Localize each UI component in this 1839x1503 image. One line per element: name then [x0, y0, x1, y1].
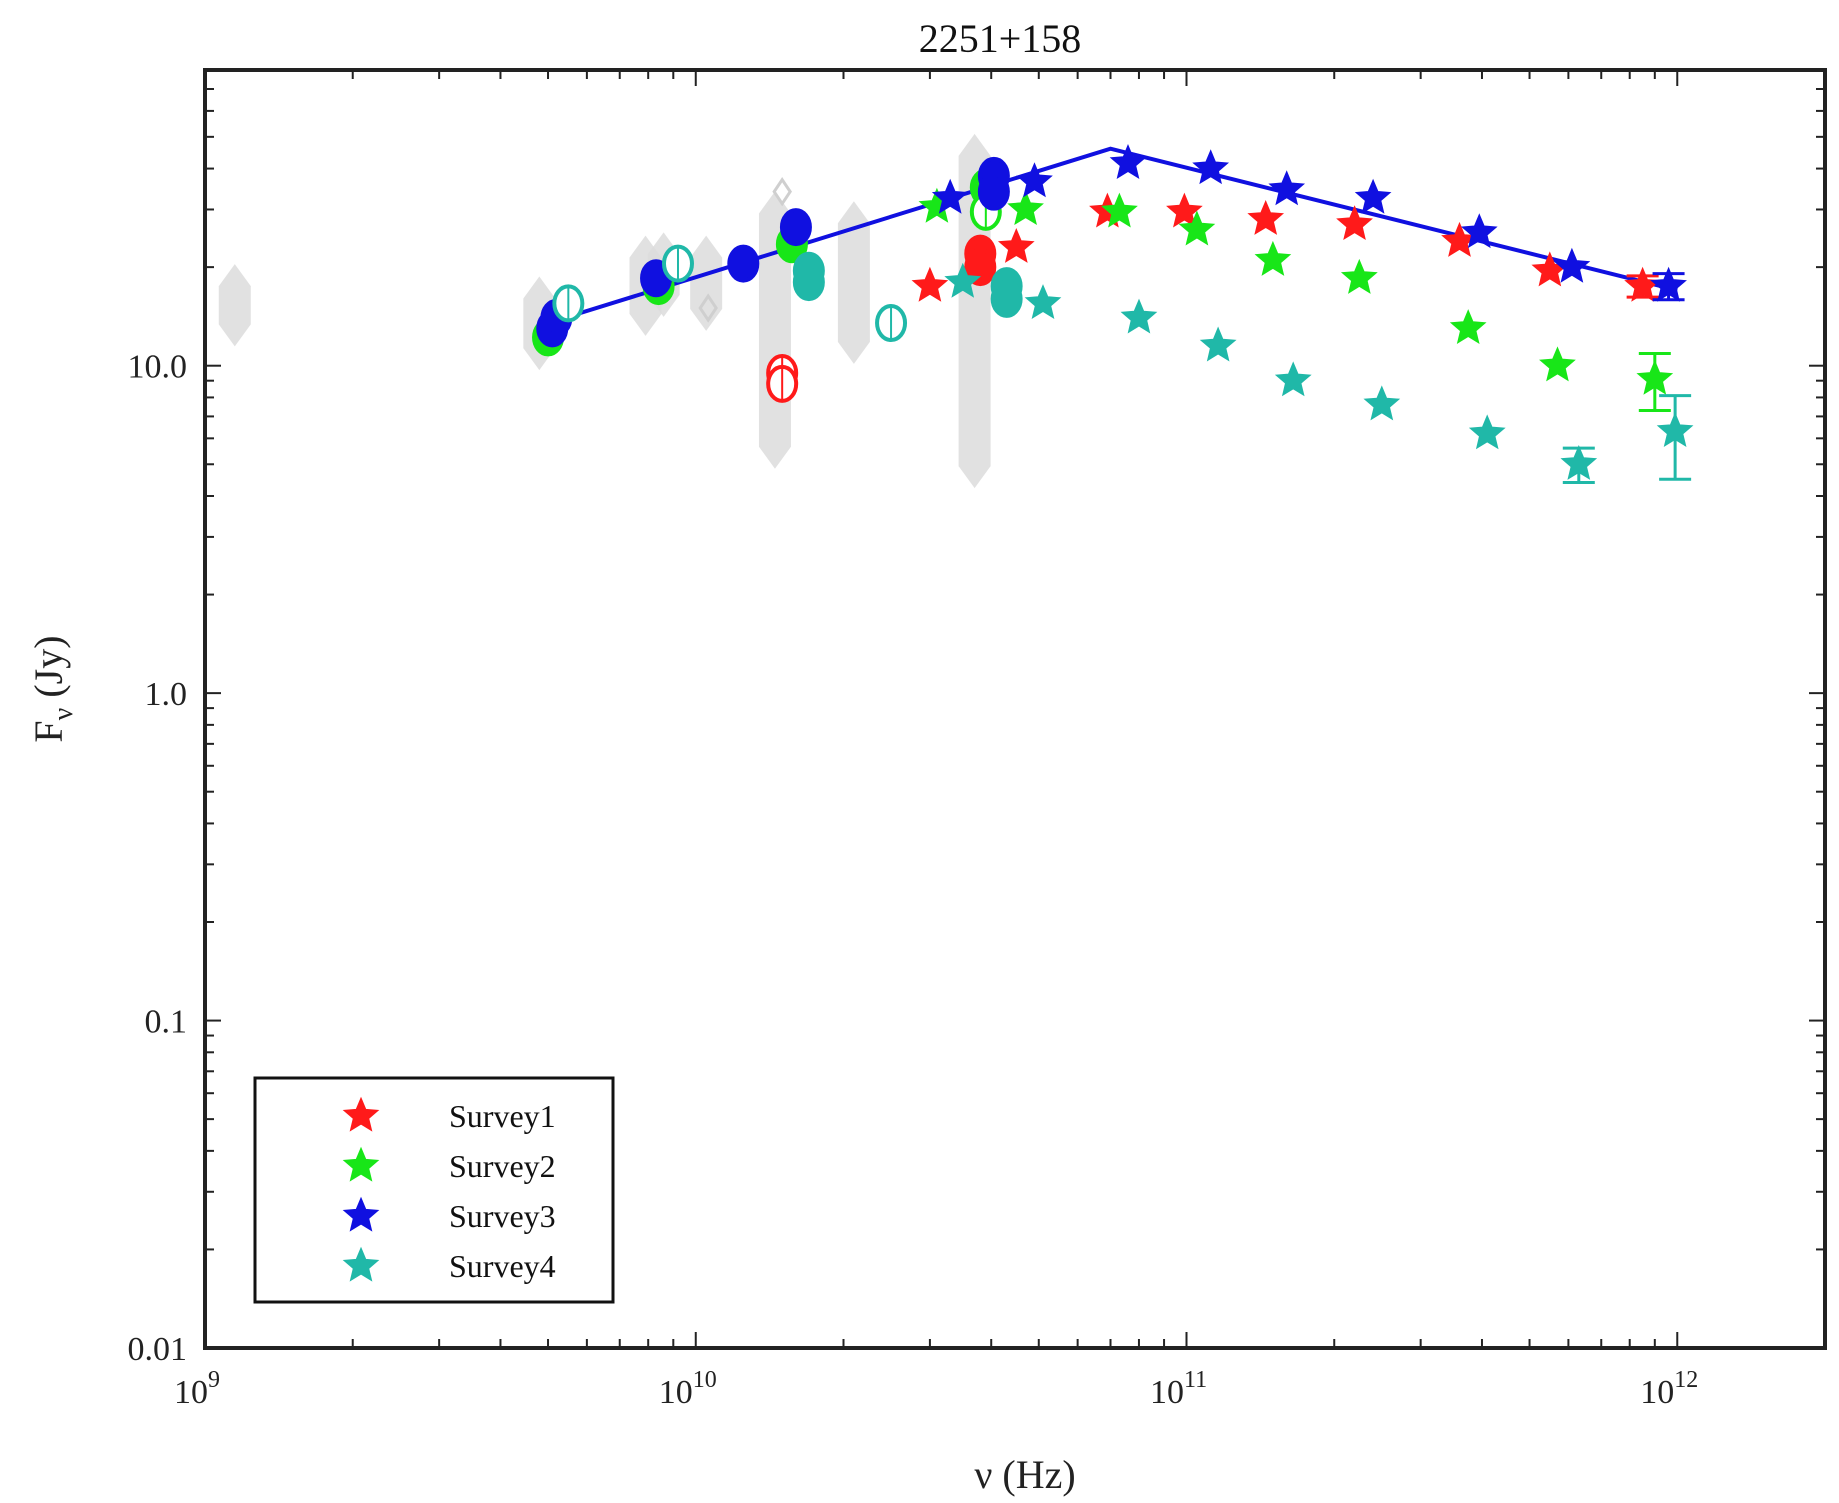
- archival-diamond: [698, 293, 718, 323]
- data-point-star-survey2: [1636, 359, 1674, 395]
- data-point-circle-survey4: [990, 279, 1023, 318]
- legend: Survey1 Survey2 Survey3 Survey4: [253, 1076, 615, 1304]
- legend-star-icon: [342, 1246, 380, 1282]
- y-tick-label: 1.0: [145, 676, 188, 713]
- archival-range-band: [837, 201, 870, 364]
- y-axis-title-main: F: [26, 720, 71, 742]
- data-point-circle-survey3: [977, 172, 1010, 211]
- data-point-star-survey3: [1109, 143, 1147, 179]
- data-point-star-survey2: [1340, 258, 1378, 294]
- data-point-star-survey2: [1101, 192, 1138, 228]
- y-axis-title-sub: ν: [48, 708, 79, 721]
- data-point-star-survey4: [1468, 414, 1506, 450]
- x-tick-labels: 109 1010 1011 1012: [174, 1367, 1698, 1411]
- y-tick-label: 0.01: [128, 1331, 188, 1368]
- data-point-star-survey1: [911, 266, 949, 302]
- x-tick-label: 1012: [1640, 1367, 1698, 1411]
- legend-star-icon: [342, 1096, 380, 1132]
- data-point-star-survey1: [1247, 200, 1285, 235]
- data-point-star-survey4: [1199, 326, 1237, 362]
- x-axis-title: ν (Hz): [974, 1452, 1075, 1497]
- archival-diamond: [772, 176, 792, 207]
- legend-star-icon: [342, 1196, 380, 1232]
- data-point-star-survey3: [1192, 149, 1230, 185]
- y-tick-labels: 0.01 0.1 1.0 10.0: [128, 349, 188, 1368]
- data-point-star-survey2: [1007, 190, 1044, 226]
- data-point-star-survey1: [997, 227, 1035, 263]
- data-point-star-survey3: [1650, 266, 1687, 302]
- data-point-star-survey2: [1254, 240, 1292, 276]
- legend-label: Survey4: [449, 1248, 556, 1284]
- plot-frame: [203, 68, 1827, 1350]
- legend-label: Survey1: [449, 1098, 556, 1134]
- data-point-star-survey3: [1268, 170, 1306, 206]
- data-point-star-survey3: [1016, 162, 1053, 198]
- data-point-star-survey4: [1120, 298, 1158, 334]
- legend-star-icon: [342, 1146, 380, 1182]
- data-point-circle-survey3: [779, 208, 812, 247]
- data-point-star-survey1: [1166, 192, 1203, 228]
- data-point-star-survey4: [1560, 445, 1598, 480]
- data-point-star-survey4: [1274, 361, 1312, 397]
- legend-label: Survey2: [449, 1148, 556, 1184]
- x-tick-label: 1011: [1150, 1367, 1207, 1411]
- y-tick-label: 0.1: [145, 1004, 188, 1041]
- data-point-star-survey3: [1354, 178, 1392, 214]
- data-point-star-survey2: [1178, 210, 1216, 246]
- chart-title: 2251+158: [919, 16, 1082, 61]
- legend-label: Survey3: [449, 1198, 556, 1234]
- data-point-star-survey3: [1460, 213, 1498, 249]
- data-point-star-survey4: [944, 262, 982, 298]
- archival-bands: [218, 133, 991, 489]
- y-tick-label: 10.0: [128, 349, 188, 386]
- data-point-star-survey4: [1024, 284, 1062, 319]
- data-marks: [532, 143, 1694, 484]
- legend-box: [253, 1076, 615, 1304]
- data-point-star-survey3: [1553, 247, 1591, 283]
- y-axis-title: Fν (Jy): [26, 635, 79, 742]
- x-tick-label: 1010: [659, 1367, 717, 1411]
- archival-range-band: [218, 264, 251, 347]
- y-axis-title-rest: (Jy): [26, 635, 71, 707]
- data-point-star-survey1: [1336, 205, 1373, 241]
- data-point-star-survey2: [1449, 309, 1487, 345]
- data-point-star-survey4: [1363, 385, 1401, 421]
- data-point-circle-survey4: [792, 263, 825, 302]
- x-tick-label: 109: [174, 1367, 220, 1411]
- data-point-star-survey2: [1539, 346, 1576, 382]
- data-point-circle-survey3: [727, 244, 760, 283]
- data-point-star-survey4: [1656, 412, 1694, 448]
- data-point-star-survey3: [931, 178, 969, 214]
